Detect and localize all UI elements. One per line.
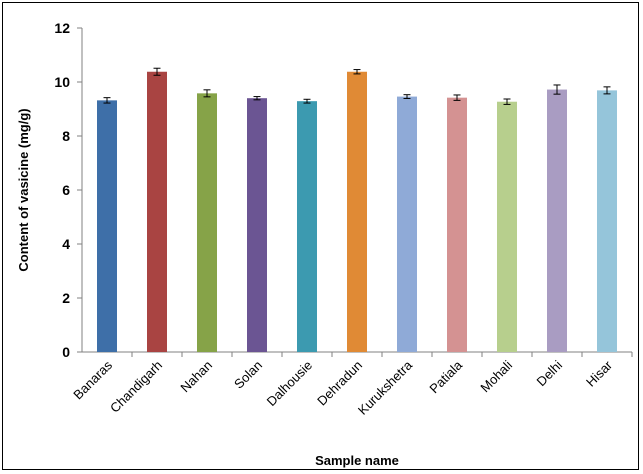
x-tick-label: Dalhousie	[264, 358, 315, 409]
x-tick-label: Delhi	[534, 357, 566, 389]
bar-solan	[247, 98, 267, 352]
bar-mohali	[497, 101, 517, 353]
y-tick-label: 8	[62, 128, 70, 144]
x-tick-label: Dehradun	[314, 358, 365, 409]
y-tick-label: 6	[62, 182, 70, 198]
x-tick-label: Solan	[231, 358, 265, 392]
bar-patiala	[447, 97, 467, 352]
y-axis-title: Content of vasicine (mg/g)	[16, 108, 31, 271]
x-tick-label: Kurukshetra	[355, 357, 416, 418]
bar-dehradun	[347, 71, 367, 353]
bar-chandigarh	[147, 71, 167, 353]
bar-delhi	[547, 89, 567, 352]
y-tick-label: 4	[62, 236, 70, 252]
y-tick-label: 10	[54, 74, 70, 90]
bar-banaras	[97, 100, 117, 352]
bar-nahan	[197, 93, 217, 352]
x-tick-label: Nahan	[177, 358, 215, 396]
x-tick-label: Banaras	[70, 357, 115, 402]
x-tick-label: Mohali	[477, 357, 515, 395]
x-tick-label: Chandigarh	[107, 358, 165, 416]
y-tick-label: 2	[62, 290, 70, 306]
x-tick-label: Patiala	[426, 357, 465, 396]
y-tick-label: 0	[62, 344, 70, 360]
x-axis-title: Sample name	[315, 453, 399, 468]
x-tick-label: Hisar	[583, 357, 616, 390]
bar-kurukshetra	[397, 96, 417, 352]
bar-hisar	[597, 90, 617, 353]
bar-dalhousie	[297, 101, 317, 352]
y-tick-label: 12	[54, 20, 70, 36]
